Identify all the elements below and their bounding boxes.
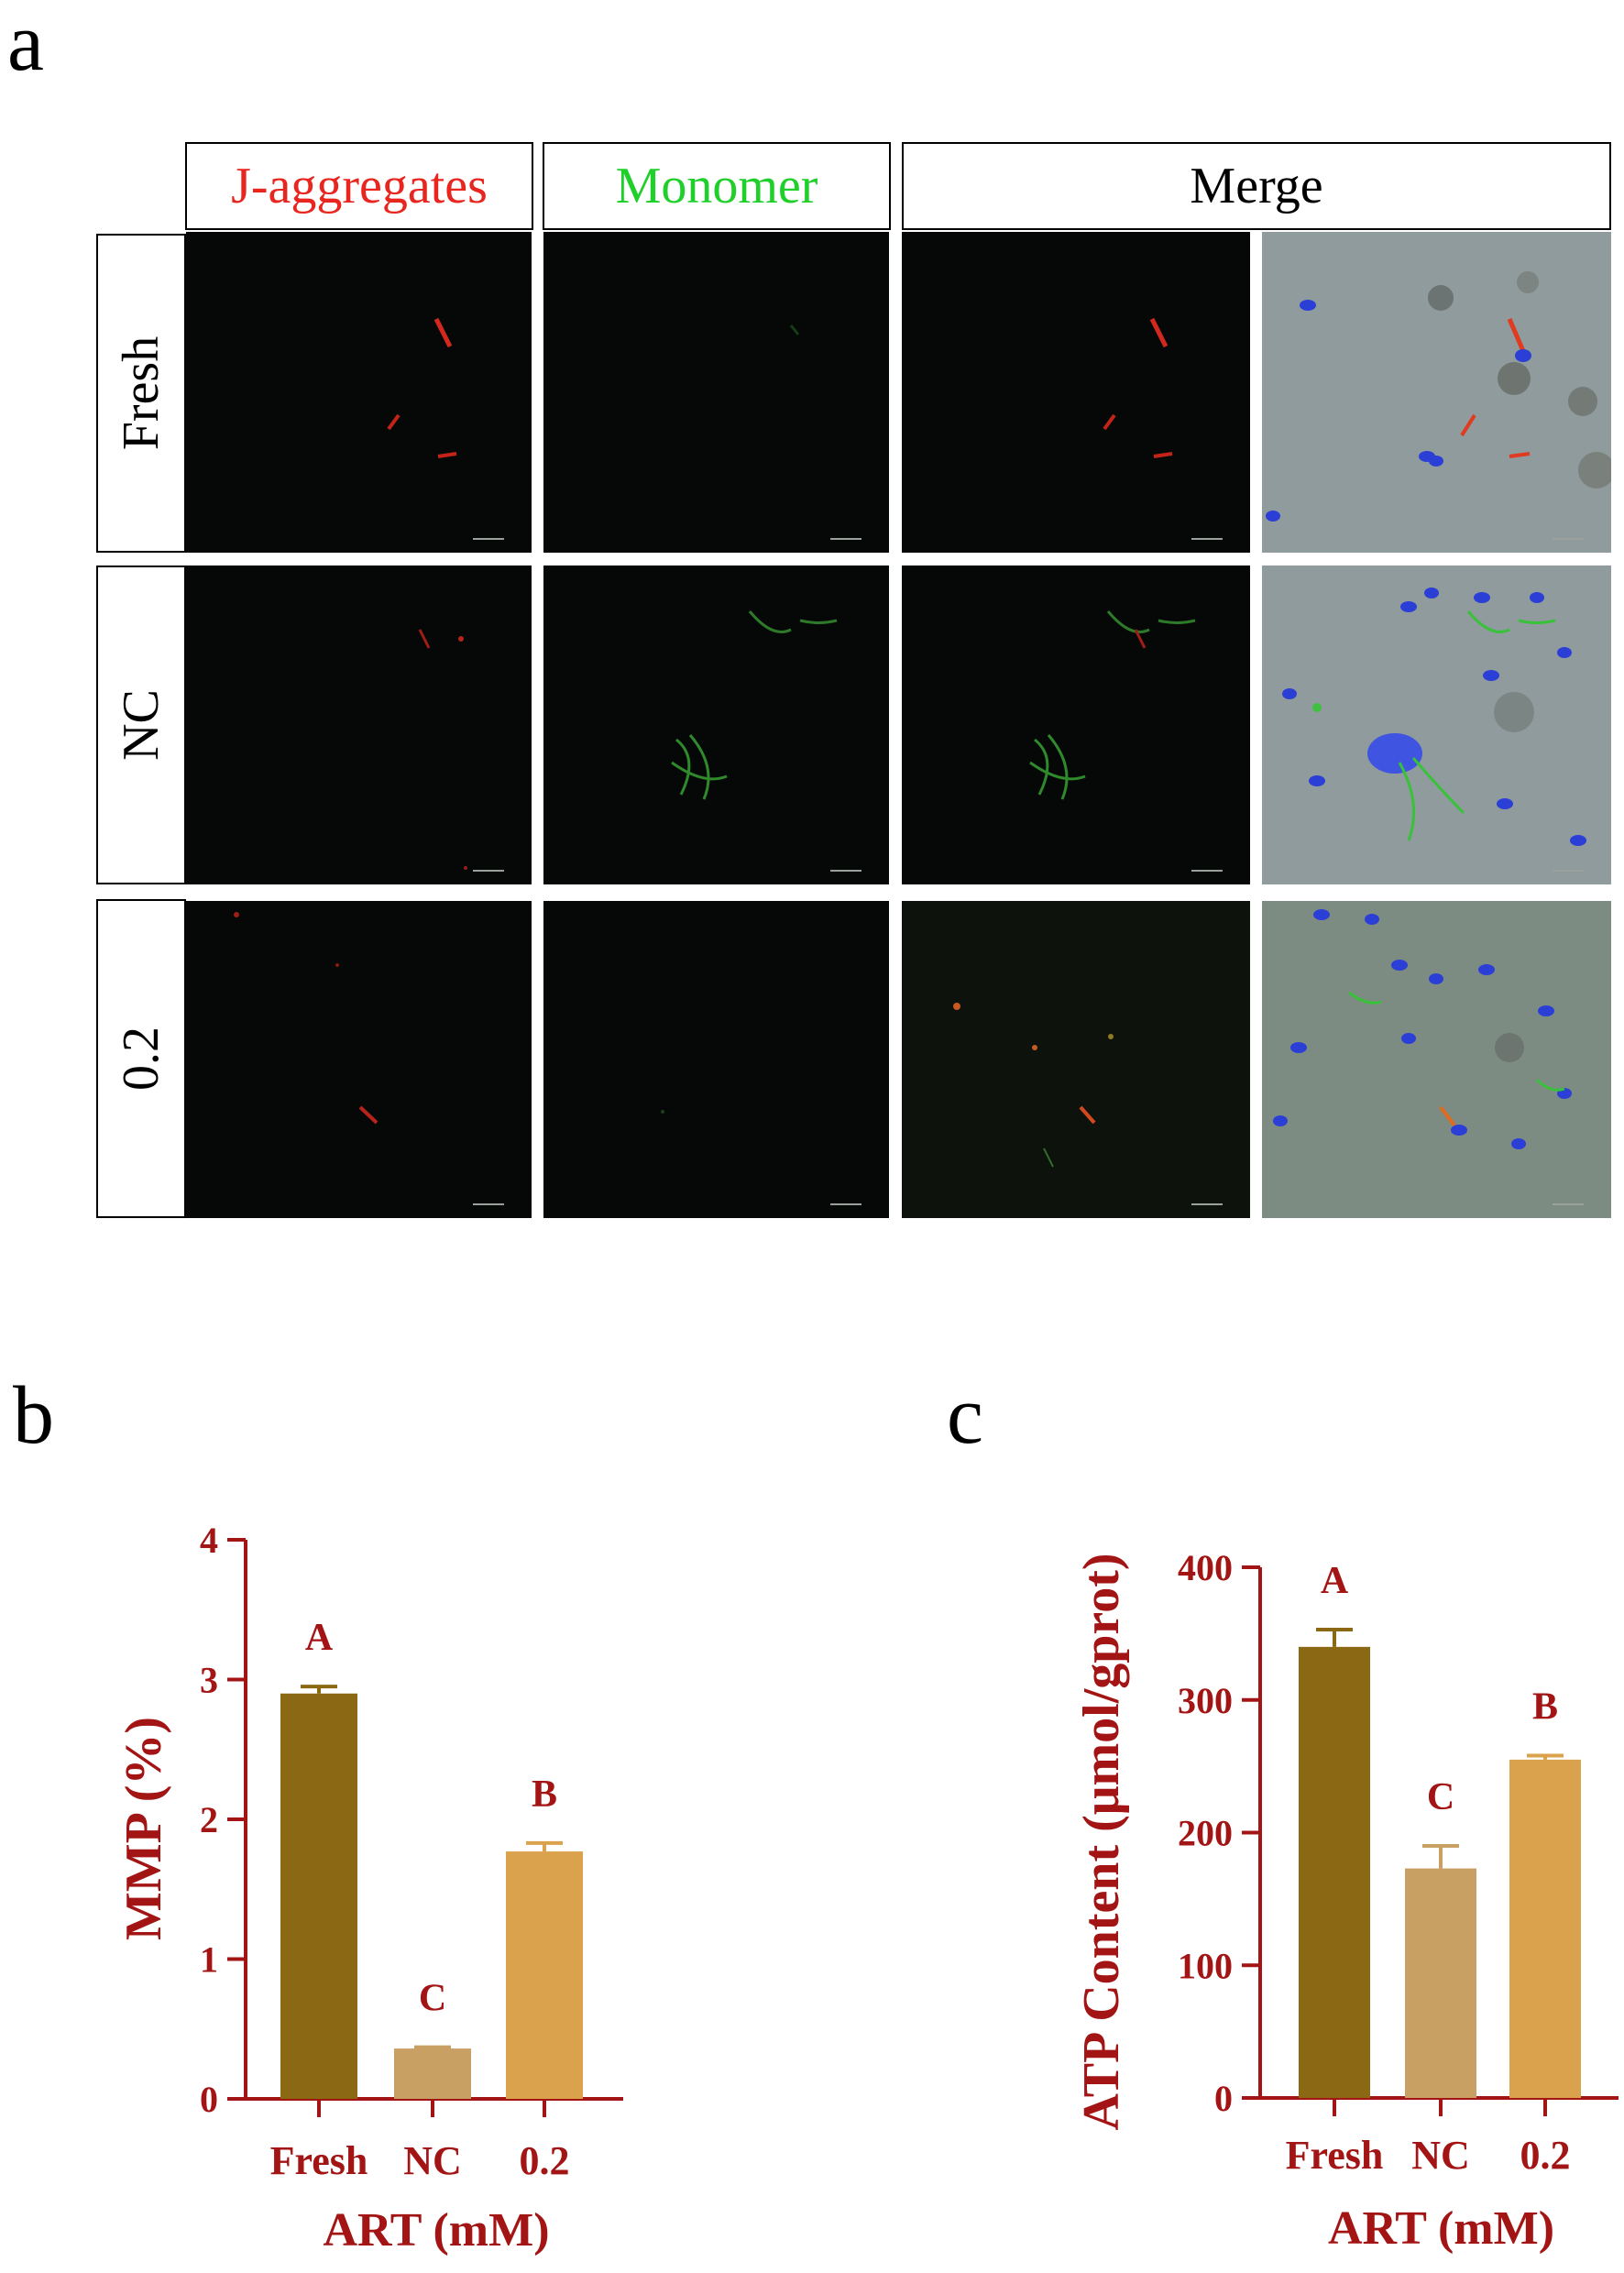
row-header-fresh: Fresh [96, 234, 186, 553]
chart-c-sig-letter-1: C [1427, 1776, 1454, 1818]
micrograph-0-2-monomer [543, 901, 889, 1218]
chart-b-sig-letter-2: B [532, 1773, 557, 1816]
chart-b-bar-fresh [280, 1693, 357, 2099]
chart-c-ytick-label-0: 0 [1214, 2078, 1233, 2119]
chart-c-bar-0-2 [1509, 1759, 1581, 2098]
micrograph-nc-j-aggregates [186, 566, 532, 884]
chart-c-ytick-label-4: 400 [1178, 1547, 1233, 1588]
micrograph-fresh-brightfield [1262, 232, 1611, 553]
chart-b-bar-0-2 [506, 1851, 583, 2099]
micrograph-nc-merge [902, 566, 1250, 884]
row-header-nc: NC [96, 566, 186, 884]
chart-c-sig-letter-2: B [1532, 1686, 1558, 1729]
chart-b-ytick-label-2: 2 [200, 1799, 218, 1840]
chart-b-ytick-label-1: 1 [200, 1939, 218, 1981]
chart-c-ytick-label-3: 300 [1178, 1680, 1233, 1721]
chart-b-ytick-label-4: 4 [200, 1520, 218, 1561]
chart-c-ytick-label-2: 200 [1178, 1813, 1233, 1854]
chart-b-bar-nc [394, 2048, 471, 2099]
chart-c-ytick-label-1: 100 [1178, 1945, 1233, 1986]
micrograph-0-2-brightfield [1262, 901, 1611, 1218]
chart-c-category-label-0: Fresh [1286, 2133, 1384, 2178]
chart-c-x-axis-label: ART (mM) [1328, 2202, 1554, 2255]
panel-label-a: a [7, 0, 44, 88]
chart-c-category-label-2: 0.2 [1520, 2133, 1571, 2178]
chart-b-y-axis-label: MMP (%) [115, 1717, 172, 1940]
micrograph-fresh-monomer [543, 232, 889, 553]
micrograph-0-2-merge [902, 901, 1250, 1218]
micrograph-nc-brightfield [1262, 566, 1611, 884]
chart-b-sig-letter-1: C [419, 1978, 446, 2020]
micrograph-fresh-j-aggregates [186, 232, 532, 553]
micrograph-nc-monomer [543, 566, 889, 884]
column-header-monomer: Monomer [543, 142, 891, 230]
column-header-merge: Merge [902, 142, 1611, 230]
micrograph-0-2-j-aggregates [186, 901, 532, 1218]
micrograph-fresh-merge [902, 232, 1250, 553]
chart-c-sig-letter-0: A [1321, 1560, 1349, 1602]
chart-b-category-label-0: Fresh [270, 2138, 368, 2183]
column-header-j-aggregates: J-aggregates [185, 142, 533, 230]
chart-c-y-axis-label: ATP Content (μmol/gprot) [1073, 1553, 1130, 2130]
panel-label-b: b [13, 1370, 54, 1461]
chart-b-category-label-2: 0.2 [520, 2138, 570, 2183]
chart-b-ytick-label-3: 3 [200, 1660, 218, 1701]
chart-c-bar-fresh [1299, 1646, 1370, 2098]
row-header-0-2: 0.2 [96, 899, 186, 1218]
panel-label-c: c [947, 1370, 983, 1461]
chart-c-bar-nc [1405, 1868, 1476, 2098]
chart-b-ytick-label-0: 0 [200, 2079, 218, 2120]
chart-c-category-label-1: NC [1411, 2133, 1470, 2178]
chart-b-x-axis-label: ART (mM) [323, 2204, 549, 2257]
chart-b-sig-letter-0: A [305, 1617, 334, 1659]
chart-b-category-label-1: NC [403, 2138, 462, 2183]
